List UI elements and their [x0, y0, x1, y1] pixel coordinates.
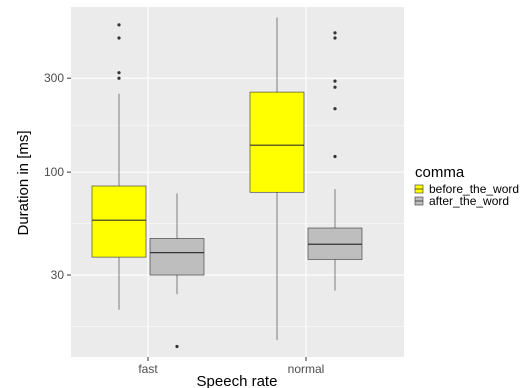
- box-before_the_word-fast: [91, 23, 147, 310]
- x-axis-title: Speech rate: [197, 373, 278, 388]
- x-axis: fast normal: [138, 357, 324, 376]
- y-axis: 30 100 300: [44, 71, 71, 282]
- legend-label: before_the_word: [429, 182, 519, 196]
- outlier-point: [117, 23, 121, 27]
- outlier-point: [117, 36, 121, 40]
- outlier-point: [333, 36, 337, 40]
- outlier-point: [117, 71, 121, 75]
- box-body: [149, 238, 205, 276]
- outlier-point: [333, 85, 337, 89]
- boxes-layer: [91, 17, 363, 349]
- x-tick-label: fast: [138, 362, 158, 376]
- box-body: [91, 185, 147, 258]
- box-after_the_word-fast: [149, 193, 205, 349]
- y-axis-title: Duration in [ms]: [15, 130, 32, 235]
- box-before_the_word-normal: [249, 17, 305, 341]
- x-tick-label: normal: [288, 362, 325, 376]
- outlier-point: [333, 154, 337, 159]
- box-after_the_word-normal: [307, 31, 363, 291]
- y-tick-label: 100: [44, 165, 64, 179]
- outlier-point: [333, 79, 337, 83]
- plot-panel: [71, 7, 404, 357]
- outlier-point: [175, 344, 179, 349]
- outlier-point: [117, 76, 121, 80]
- y-tick-label: 300: [44, 71, 64, 85]
- legend-title: comma: [415, 164, 465, 181]
- outlier-point: [333, 31, 337, 35]
- box-body: [249, 91, 305, 193]
- y-tick-label: 30: [51, 268, 65, 282]
- legend-label: after_the_word: [429, 194, 509, 208]
- outlier-point: [333, 107, 337, 111]
